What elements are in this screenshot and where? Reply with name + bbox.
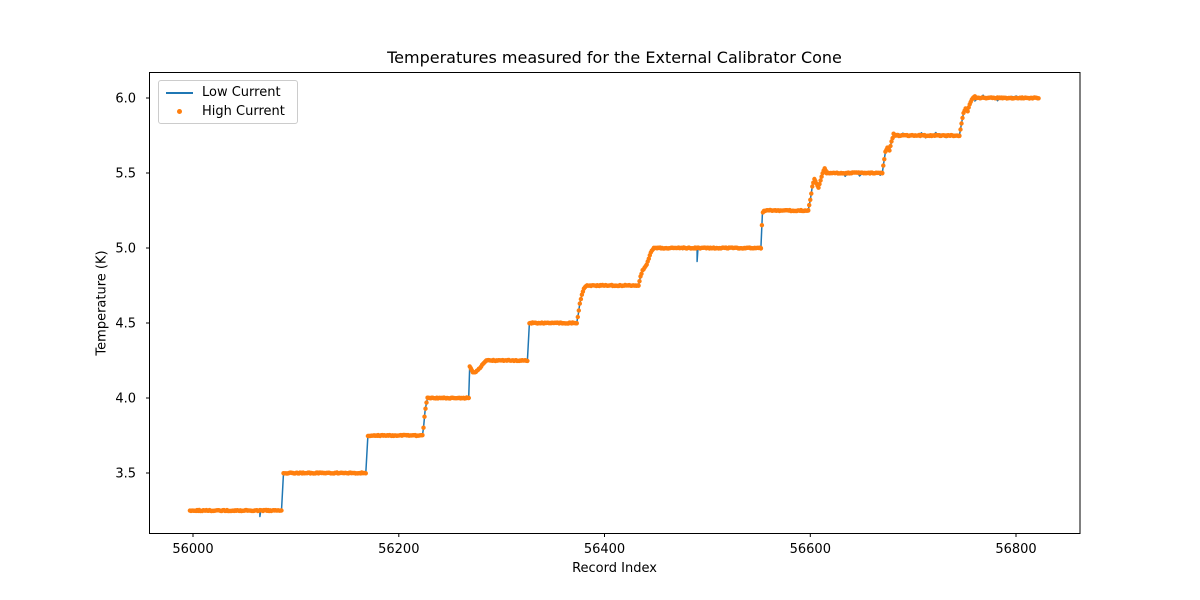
x-tick-label: 56800	[995, 542, 1036, 557]
axis-ticks	[146, 97, 1017, 537]
dot-swatch	[177, 109, 182, 114]
legend-label: High Current	[202, 104, 285, 119]
legend: Low Current High Current	[158, 80, 298, 124]
legend-item-low-current: Low Current	[166, 83, 290, 102]
legend-dot-sample	[166, 109, 193, 114]
chart-title: Temperatures measured for the External C…	[387, 48, 842, 67]
legend-line-sample	[166, 91, 193, 94]
y-axis-label: Temperature (K)	[94, 250, 110, 356]
legend-label: Low Current	[202, 85, 281, 100]
y-tick-label: 4.0	[115, 392, 136, 407]
series-low-current-line	[189, 94, 1040, 518]
x-axis-label: Record Index	[572, 561, 657, 576]
line-swatch	[166, 91, 193, 94]
x-tick-label: 56600	[790, 542, 831, 557]
plot-border	[149, 72, 1081, 534]
x-tick-label: 56000	[172, 542, 213, 557]
x-tick-label: 56400	[584, 542, 625, 557]
y-tick-label: 5.5	[115, 167, 136, 182]
legend-item-high-current: High Current	[166, 102, 290, 121]
axis-tick-labels: 56000 56200 56400 56600 56800 3.5 4.0 4.5 5.0 5.5…	[115, 92, 1036, 558]
series-high-current-points	[187, 94, 1041, 514]
x-tick-label: 56200	[378, 542, 419, 557]
y-tick-label: 3.5	[115, 467, 136, 482]
y-tick-label: 6.0	[115, 92, 136, 107]
y-tick-label: 4.5	[115, 317, 136, 332]
y-tick-label: 5.0	[115, 242, 136, 257]
